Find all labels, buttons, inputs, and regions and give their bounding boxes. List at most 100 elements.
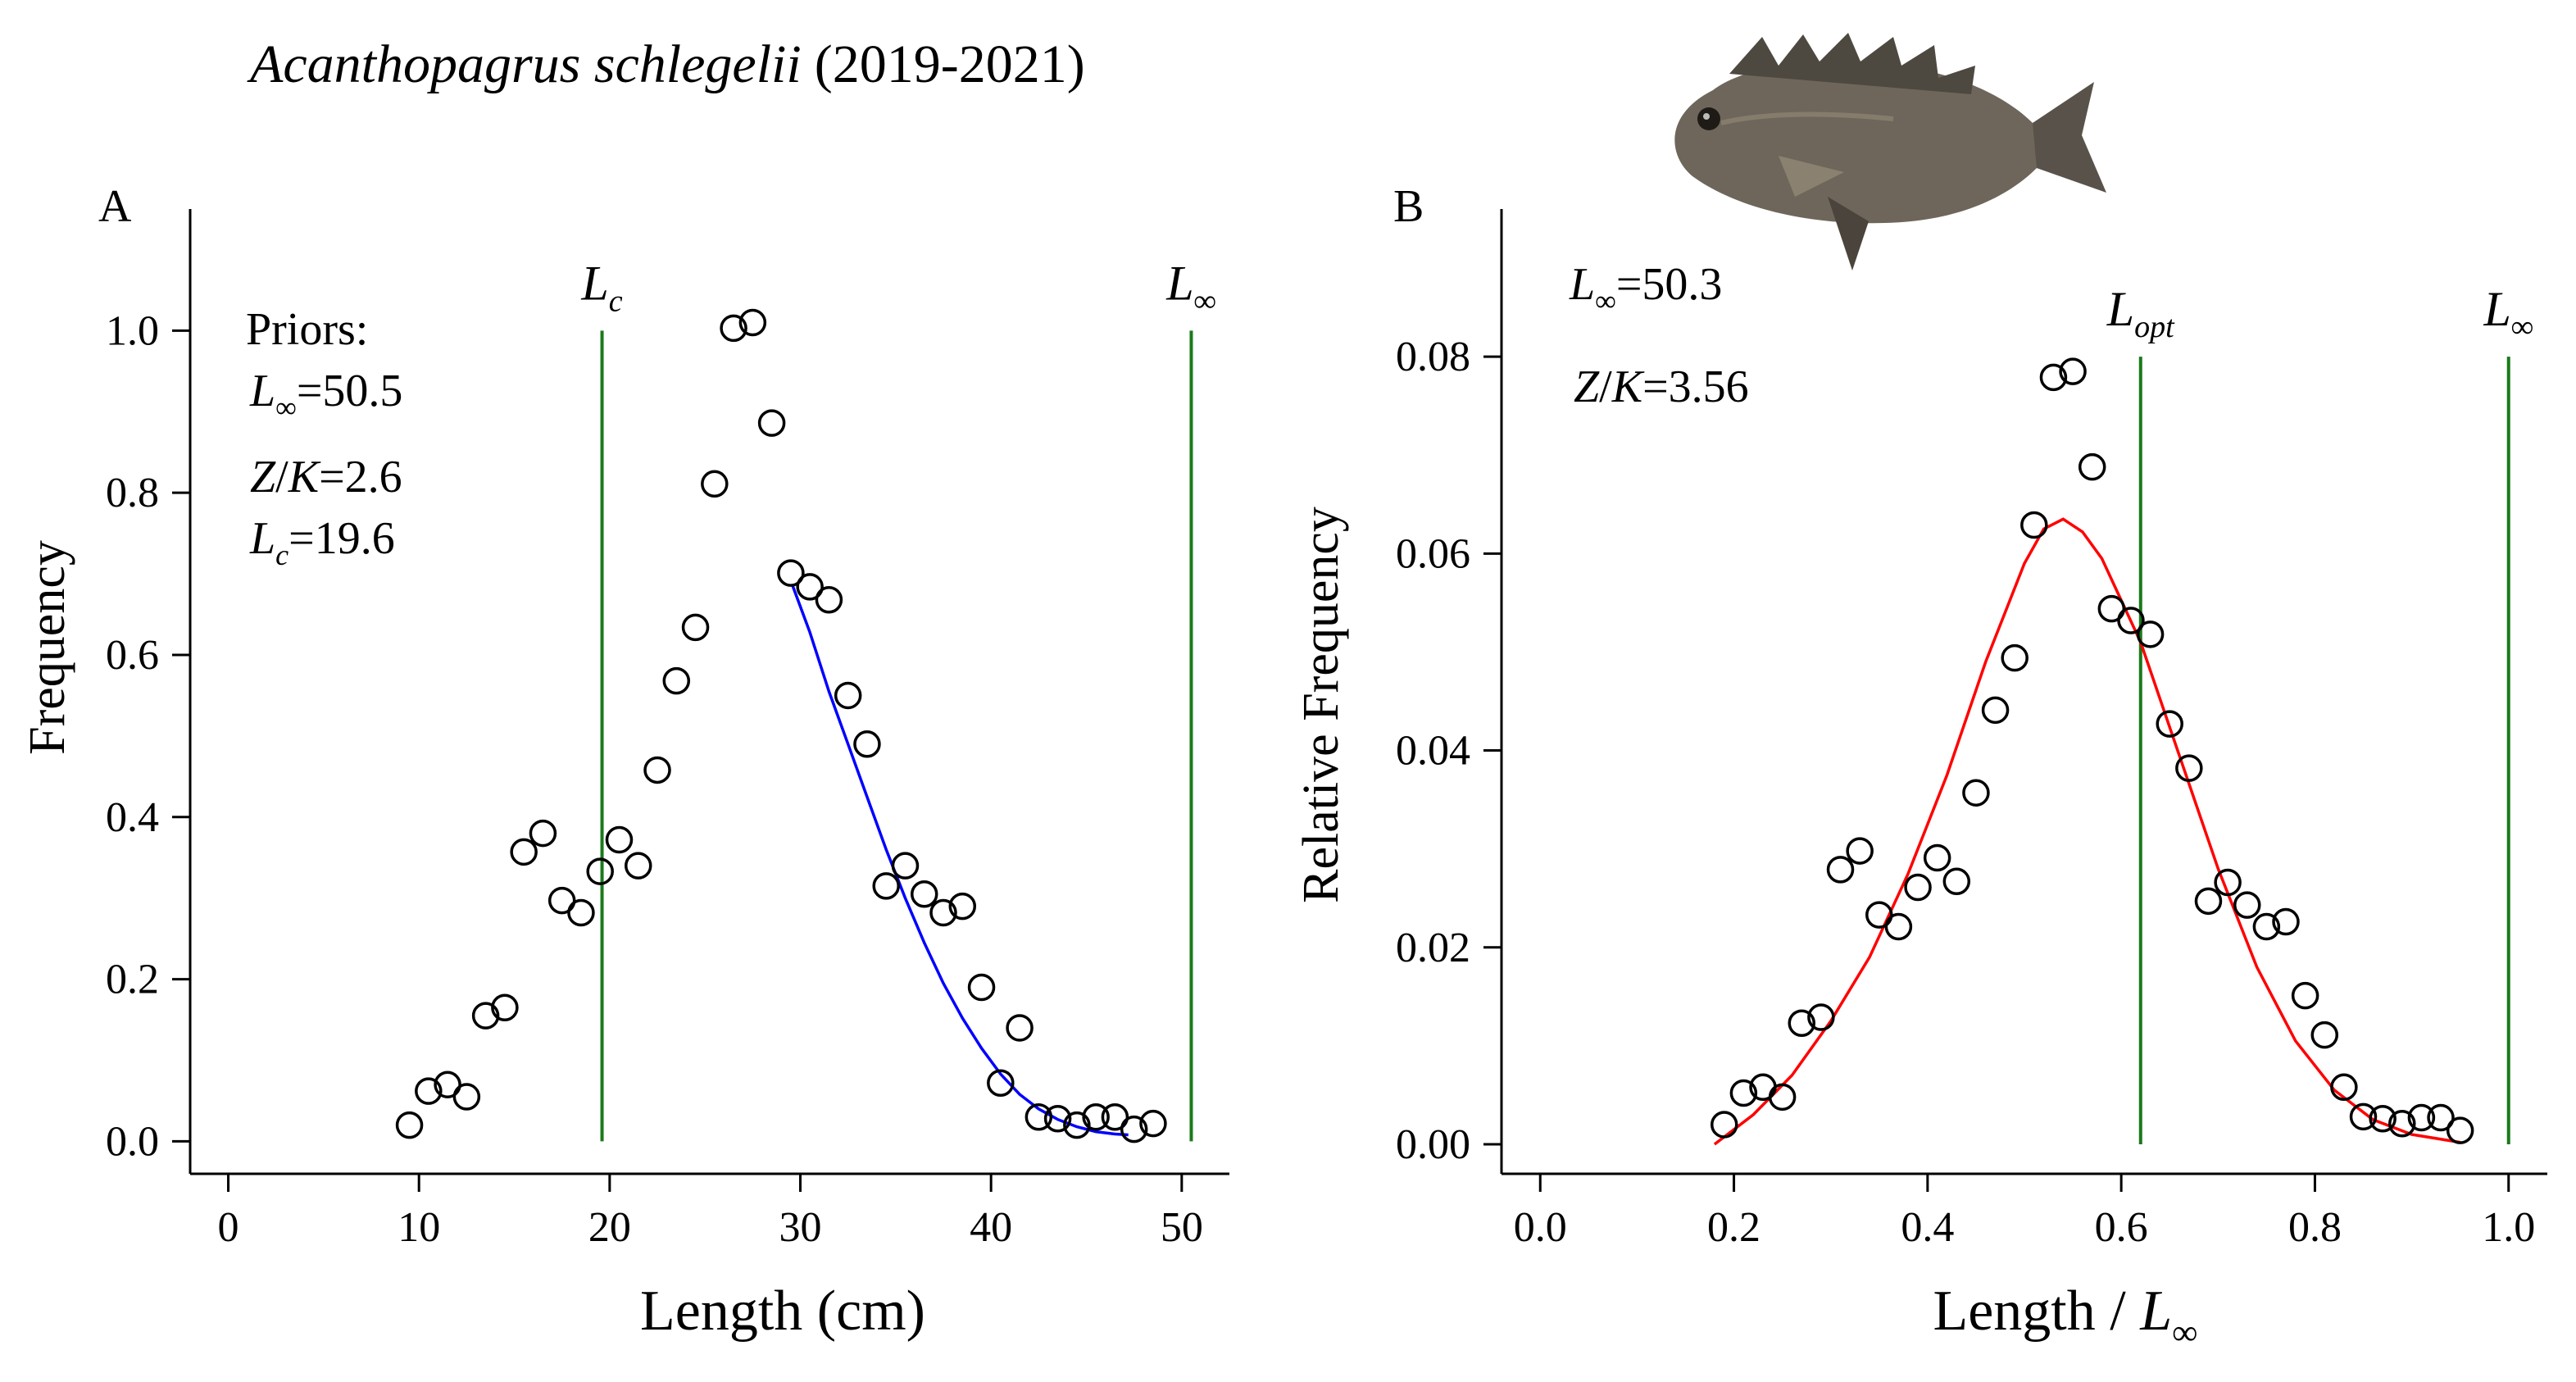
data-point <box>1942 867 1971 896</box>
y-tick-label: 1.0 <box>106 307 159 354</box>
x-tick-label: 0.8 <box>2288 1204 2342 1251</box>
data-point <box>452 1083 481 1111</box>
data-point <box>2291 981 2319 1010</box>
vline-label: Lc <box>580 256 622 318</box>
data-point <box>2001 643 2029 672</box>
ann-slash: / <box>275 452 288 502</box>
data-point <box>1962 779 1990 807</box>
x-label-L: L <box>2139 1280 2172 1343</box>
data-point <box>1006 1014 1034 1042</box>
data-point <box>1884 912 1913 941</box>
x-tick-label: 0.4 <box>1901 1204 1954 1251</box>
data-point <box>491 993 519 1021</box>
data-point <box>1904 873 1932 902</box>
annotation-lc: Lc=19.6 <box>249 513 395 571</box>
data-point <box>567 898 595 927</box>
vline-label: Lopt <box>2106 282 2175 344</box>
data-point <box>2039 363 2068 392</box>
fish-image <box>1674 33 2106 270</box>
vline-label-sub: ∞ <box>2511 310 2533 344</box>
data-point <box>1710 1111 1738 1139</box>
data-point <box>1846 837 1874 865</box>
data-point <box>681 613 710 642</box>
ann-main: L <box>249 366 275 416</box>
data-point <box>757 409 786 437</box>
data-point <box>2078 452 2106 481</box>
data-point <box>2194 887 2223 916</box>
annotation-linf: L∞=50.5 <box>249 366 402 424</box>
y-tick-label: 0.6 <box>106 632 159 679</box>
vline-label-sub: ∞ <box>1194 284 1216 318</box>
data-point <box>2310 1021 2339 1049</box>
data-point <box>777 559 805 587</box>
ann-main2: K <box>288 452 321 502</box>
y-tick-label: 0.02 <box>1396 925 1470 971</box>
data-point <box>2330 1073 2358 1102</box>
data-point <box>701 470 729 498</box>
data-point <box>529 819 557 848</box>
data-point <box>796 573 824 601</box>
annotation-priors: Priors: <box>246 304 368 355</box>
vline-label: L∞ <box>1165 256 1215 318</box>
y-tick-label: 0.4 <box>106 794 159 841</box>
data-point <box>1865 901 1893 929</box>
fit-curve <box>791 585 1129 1137</box>
ann-rest: =2.6 <box>319 452 402 502</box>
vline-label-main: L <box>2483 282 2511 336</box>
ann-main: Z <box>250 452 276 502</box>
data-point <box>1120 1115 1148 1143</box>
data-point <box>1024 1103 1053 1131</box>
panel-label: A <box>98 181 132 232</box>
annotation-zk: Z/K=3.56 <box>1574 361 1749 412</box>
x-tick-label: 0 <box>218 1204 239 1251</box>
data-point <box>891 852 920 880</box>
ann-sub: c <box>275 539 288 571</box>
y-tick-label: 0.8 <box>106 470 159 516</box>
fit-curve <box>1713 517 2460 1146</box>
data-point <box>1923 843 1951 872</box>
y-axis-label: Frequency <box>20 540 75 755</box>
data-point <box>510 838 538 866</box>
data-point <box>2097 594 2126 623</box>
x-tick-label: 0.2 <box>1707 1204 1760 1251</box>
data-point <box>834 681 862 710</box>
x-axis-label: Length (cm) <box>640 1280 925 1343</box>
data-point <box>1729 1079 1758 1107</box>
x-tick-label: 1.0 <box>2482 1204 2535 1251</box>
x-label-sub: ∞ <box>2172 1312 2197 1352</box>
annotation-zk: Z/K=2.6 <box>250 452 402 502</box>
data-point <box>2059 357 2087 385</box>
data-point <box>586 857 614 885</box>
data-point <box>738 308 767 337</box>
title-years: (2019-2021) <box>815 34 1085 94</box>
data-point <box>1082 1103 1110 1131</box>
y-axis-label: Relative Frequency <box>1293 507 1349 903</box>
ann-slash: / <box>1599 361 1612 412</box>
ann-main: Z <box>1574 361 1600 412</box>
data-point <box>605 825 634 854</box>
data-point <box>395 1111 424 1139</box>
x-axis-label: Length / L∞ <box>1933 1280 2197 1352</box>
annotation-linf: L∞=50.3 <box>1569 259 1722 317</box>
panel-a: 0 10 20 30 40 500.00.20.40.60.81.0Lc L∞AFreque… <box>20 181 1229 1343</box>
data-point <box>625 852 652 880</box>
data-point <box>872 872 900 900</box>
ann-main: L <box>249 513 275 564</box>
ann-sub: ∞ <box>1595 284 1616 317</box>
data-point <box>1101 1103 1129 1131</box>
x-tick-label: 20 <box>588 1204 631 1251</box>
data-point <box>2446 1116 2474 1144</box>
data-point <box>2388 1109 2416 1138</box>
data-point <box>910 880 938 908</box>
y-tick-label: 0.08 <box>1396 334 1470 380</box>
data-point <box>547 886 576 915</box>
data-point <box>643 756 671 784</box>
y-tick-label: 0.0 <box>106 1118 159 1165</box>
ann-sub: ∞ <box>275 391 297 424</box>
vline-label-main: L <box>2106 282 2134 336</box>
data-point <box>471 1002 500 1030</box>
data-point <box>2233 891 2261 919</box>
data-point <box>2020 511 2048 539</box>
x-tick-label: 40 <box>970 1204 1012 1251</box>
vline-label-sub: c <box>609 284 623 318</box>
